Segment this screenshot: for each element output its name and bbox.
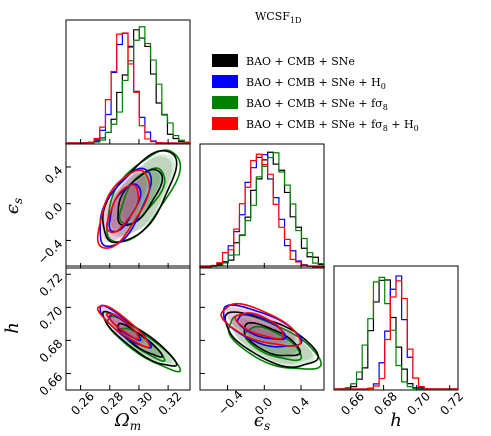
- legend-swatch-3: [212, 117, 238, 130]
- contour-line-series-2-level-0: [227, 313, 322, 370]
- contour-fill-series-0-level-1: [245, 324, 298, 356]
- contour-fill-series-0-level-0: [230, 315, 313, 364]
- y-axis-label-epsilon: ϵs: [2, 198, 25, 214]
- legend: BAO + CMB + SNe BAO + CMB + SNe + H0 BAO +…: [212, 54, 419, 133]
- panel-h-hist-frame: [333, 265, 459, 391]
- legend-swatch-2: [212, 96, 238, 109]
- legend-label-0: BAO + CMB + SNe: [246, 55, 355, 68]
- panel-h-histogram: [333, 265, 459, 391]
- panel-h-vs-omega-m: [65, 265, 191, 391]
- legend-label-3: BAO + CMB + SNe + fσ8 + H0: [246, 118, 419, 133]
- histogram-series-3: [199, 153, 325, 268]
- legend-swatch-0: [212, 54, 238, 67]
- contour-fill-series-2-level-1: [121, 327, 163, 359]
- x-tick-label: 0.70: [404, 389, 433, 418]
- y-axis-label-epsilon-symbol: ϵ: [2, 204, 23, 214]
- contour-line-series-1-level-1: [236, 312, 287, 341]
- y-tick-label: 0.72: [37, 270, 66, 299]
- contour-line-series-3-level-1: [234, 312, 285, 340]
- contour-fill-series-0-level-0: [107, 315, 173, 363]
- x-axis-label-omega-m-subscript: m: [130, 419, 141, 433]
- x-axis-label-omega-m: Ωm: [114, 410, 141, 433]
- x-tick-label: 0.26: [68, 389, 97, 418]
- legend-label-2: BAO + CMB + SNe + fσ8: [246, 97, 388, 112]
- panel-h-om-frame: [65, 265, 191, 391]
- y-tick-label: 0.4: [42, 163, 65, 186]
- contour-line-series-3-level-1: [105, 184, 140, 234]
- contour-line-series-2-level-1: [118, 167, 166, 225]
- panel-h-vs-epsilon: [199, 265, 325, 391]
- panel-es-om-frame: [65, 143, 191, 269]
- x-tick-label: −0.4: [215, 388, 246, 419]
- x-axis-label-epsilon-subscript: s: [264, 419, 270, 433]
- contour-fill-series-2-level-0: [110, 154, 176, 236]
- contour-line-series-3-level-0: [96, 169, 151, 249]
- x-axis-label-omega-m-symbol: Ω: [114, 410, 130, 431]
- y-tick-label: 0.70: [37, 304, 66, 333]
- x-axis-label-epsilon-symbol: ϵ: [254, 410, 264, 431]
- contour-line-series-1-level-0: [99, 167, 153, 248]
- contour-fill-series-1-level-1: [110, 314, 140, 339]
- contour-line-series-0-level-0: [101, 149, 178, 244]
- x-tick-label: 0.30: [127, 389, 156, 418]
- y-tick-label: 0.68: [37, 337, 66, 366]
- contour-fill-series-3-level-1: [108, 186, 138, 230]
- contour-line-series-3-level-0: [96, 304, 151, 349]
- contour-fill-series-2-level-0: [110, 318, 176, 367]
- x-tick-label: 0.32: [156, 389, 185, 418]
- x-tick-label: 0.72: [437, 389, 466, 418]
- contour-fill-series-3-level-0: [100, 173, 147, 243]
- histogram-series-2: [199, 152, 325, 268]
- x-tick-label: 0.4: [289, 395, 312, 418]
- y-axis-label-h-symbol: h: [2, 322, 23, 334]
- contour-line-series-3-level-1: [105, 312, 140, 340]
- y-axis-label-epsilon-subscript: s: [11, 198, 25, 204]
- contour-fill-series-1-level-0: [102, 172, 148, 242]
- y-tick-label: 0.0: [42, 200, 65, 223]
- histogram-series-3: [65, 32, 191, 144]
- x-axis-label-h-symbol: h: [390, 410, 402, 431]
- x-axis-label-h: h: [390, 410, 402, 431]
- contour-fill-series-2-level-1: [121, 169, 163, 221]
- y-tick-label: 0.66: [37, 370, 66, 399]
- x-tick-label: 0.66: [338, 389, 367, 418]
- contour-line-series-3-level-0: [220, 302, 302, 347]
- panel-epsilon-vs-omega-m: [65, 143, 191, 269]
- chart-title: WCSF1D: [255, 10, 301, 25]
- panel-es-hist-frame: [199, 143, 325, 269]
- title-subscript: 1D: [290, 16, 302, 25]
- y-tick-label: −0.4: [35, 237, 66, 268]
- title-main: WCSF: [255, 10, 290, 23]
- panel-omega-m-histogram: [65, 19, 191, 145]
- x-axis-label-epsilon: ϵs: [254, 410, 270, 433]
- histogram-series-3: [333, 280, 459, 390]
- panel-epsilon-histogram: [199, 143, 325, 269]
- y-axis-label-h: h: [2, 322, 23, 334]
- contour-line-series-0-level-1: [117, 168, 164, 227]
- legend-swatch-1: [212, 75, 238, 88]
- panel-h-es-frame: [199, 265, 325, 391]
- legend-label-1: BAO + CMB + SNe + H0: [246, 76, 386, 91]
